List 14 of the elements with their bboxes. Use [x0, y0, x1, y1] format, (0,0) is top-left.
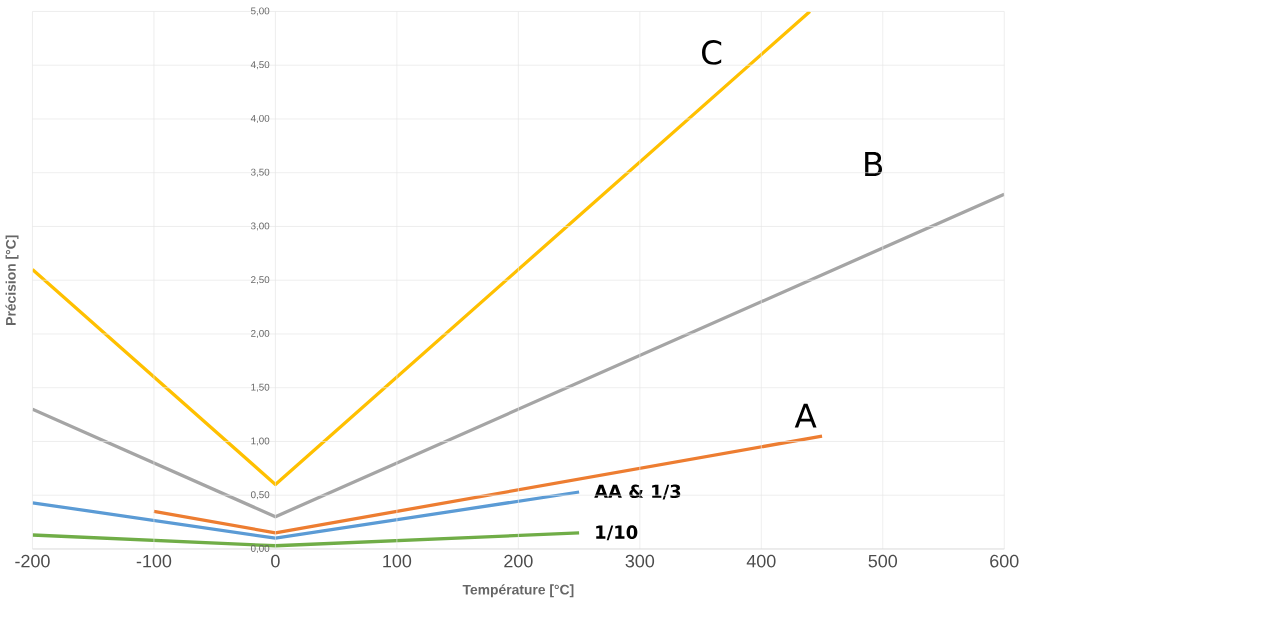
series-label: 1/10: [596, 525, 638, 541]
x-tick-label: -100: [136, 555, 172, 568]
series-label: AA & 1/3: [594, 484, 681, 500]
x-tick-label: 100: [383, 555, 412, 568]
series-label: C: [702, 40, 722, 66]
x-tick-label: 600: [990, 555, 1019, 568]
x-tick-label: 200: [504, 555, 533, 568]
x-tick-label: 500: [868, 555, 898, 568]
series-label: A: [794, 404, 817, 428]
x-tick-label: 0: [271, 555, 280, 568]
text: B: [865, 152, 883, 177]
x-tick-label: 400: [746, 555, 776, 568]
x-tick-label: -200: [15, 555, 50, 568]
x-tick-label: 300: [625, 555, 655, 568]
